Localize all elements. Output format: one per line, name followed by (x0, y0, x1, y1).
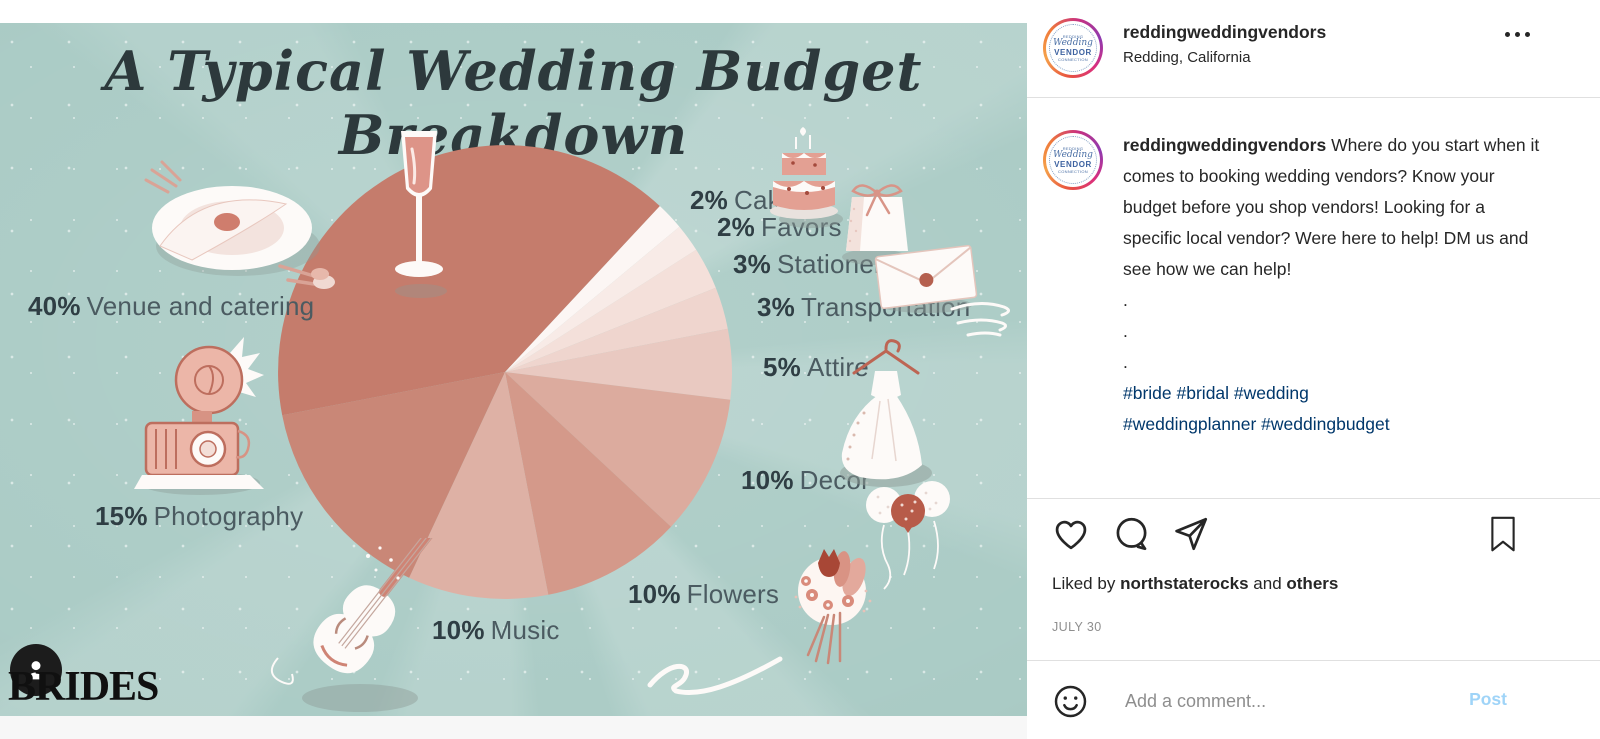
pie-slice-music (409, 372, 549, 599)
champagne-glass-illustration (395, 131, 447, 298)
more-options-icon[interactable] (1505, 32, 1530, 37)
letterbox-strip (0, 716, 1027, 739)
avatar-dotted-ring (1049, 136, 1097, 184)
pie-slice-decor (505, 372, 731, 527)
post-date: JULY 30 (1052, 620, 1102, 634)
post-header: REDDING Wedding VENDOR CONNECTION reddin… (1027, 0, 1600, 97)
caption-dot: . (1123, 352, 1128, 372)
emoji-icon[interactable] (1052, 683, 1089, 720)
location-link[interactable]: Redding, California (1123, 49, 1251, 66)
pie-label-stationery: 3% Stationery (733, 249, 897, 279)
pie-label-attire: 5% Attire (763, 352, 869, 382)
tagged-accounts-badge[interactable] (10, 644, 62, 696)
balloons-illustration (866, 481, 950, 590)
username[interactable]: reddingweddingvendors (1123, 22, 1327, 42)
camera-illustration (134, 337, 264, 495)
liker-username[interactable]: northstaterocks (1120, 574, 1249, 593)
ribbon-swoosh-illustration (647, 656, 783, 696)
envelope-illustration (874, 244, 978, 313)
pie-label-venue: 40% Venue and catering (28, 291, 315, 321)
budget-pie-chart (278, 145, 732, 599)
pie-slice-flowers (505, 372, 671, 595)
comment-input[interactable] (1123, 679, 1467, 723)
like-icon[interactable] (1052, 515, 1090, 553)
pie-slice-transportation (505, 287, 728, 372)
post-button[interactable]: Post (1463, 688, 1513, 711)
caption-dot: . (1123, 321, 1128, 341)
wedding-budget-infographic: A Typical Wedding Budget Breakdown 40% Ve… (0, 23, 1027, 716)
wind-lines-illustration (950, 302, 1010, 337)
gift-bag-illustration (842, 184, 908, 265)
person-icon (27, 661, 45, 680)
bouquet-illustration (794, 549, 872, 665)
divider (1027, 660, 1600, 661)
avatar[interactable]: REDDING Wedding VENDOR CONNECTION (1043, 18, 1103, 78)
pie-slice-attire (505, 328, 732, 400)
liked-by: Liked by northstaterocks and others (1052, 574, 1339, 593)
avatar-dotted-ring (1049, 24, 1097, 72)
pie-slice-favors (505, 226, 697, 372)
pie-label-decor: 10% Decor (741, 465, 870, 495)
share-icon[interactable] (1172, 515, 1210, 553)
other-likers[interactable]: others (1286, 574, 1339, 593)
pie-slice-stationery (505, 249, 716, 372)
cake-illustration (770, 127, 843, 228)
violin-illustration (271, 538, 433, 712)
caption-dot: . (1123, 290, 1128, 310)
place-setting-illustration (144, 160, 335, 289)
comment-icon[interactable] (1113, 515, 1151, 553)
pie-label-flowers: 10% Flowers (628, 579, 780, 609)
save-icon[interactable] (1488, 515, 1518, 553)
hashtags-line-2[interactable]: #weddingplanner #weddingbudget (1123, 414, 1390, 434)
hashtags-line-1[interactable]: #bride #bridal #wedding (1123, 383, 1309, 403)
pie-slice-cake (505, 206, 680, 372)
pie-slice-venue-and-catering (278, 145, 660, 416)
pie-slice-photography (282, 372, 505, 578)
action-bar (1027, 505, 1600, 561)
pie-label-music: 10% Music (432, 615, 560, 645)
caption-username[interactable]: reddingweddingvendors (1123, 135, 1327, 155)
instagram-post-panel: REDDING Wedding VENDOR CONNECTION reddin… (1027, 0, 1600, 739)
pie-label-photography: 15% Photography (95, 501, 304, 531)
caption-text: Where do you start when it comes to book… (1123, 135, 1540, 279)
brides-brand-logo: BRIDES (8, 664, 159, 710)
wedding-dress-illustration (840, 339, 932, 487)
caption: reddingweddingvendors Where do you start… (1123, 130, 1543, 440)
add-comment-row: Post (1027, 661, 1600, 739)
post-image: A Typical Wedding Budget Breakdown 40% Ve… (0, 23, 1027, 739)
divider (1027, 97, 1600, 98)
divider (1027, 498, 1600, 499)
caption-avatar[interactable]: REDDING Wedding VENDOR CONNECTION (1043, 130, 1103, 190)
infographic-title: A Typical Wedding Budget Breakdown (104, 39, 923, 167)
